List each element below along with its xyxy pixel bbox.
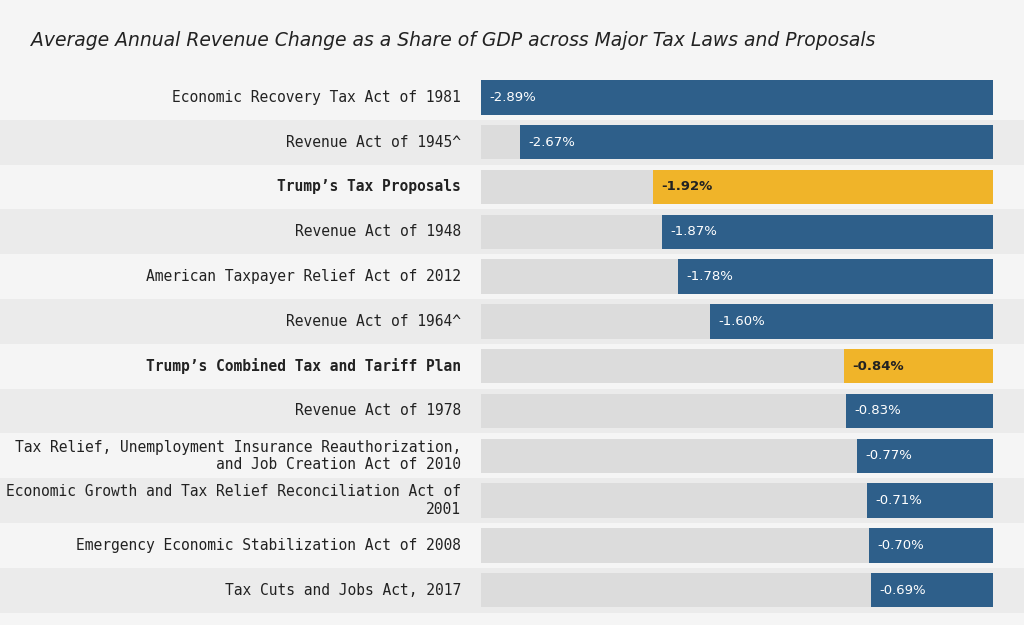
Text: -0.77%: -0.77% <box>865 449 912 462</box>
Bar <box>481 528 993 562</box>
Text: Trump’s Tax Proposals: Trump’s Tax Proposals <box>278 179 461 194</box>
Bar <box>481 259 993 294</box>
Text: -0.70%: -0.70% <box>878 539 925 552</box>
Bar <box>481 80 993 114</box>
Bar <box>0 299 1024 344</box>
Text: Revenue Act of 1964^: Revenue Act of 1964^ <box>286 314 461 329</box>
Bar <box>520 125 993 159</box>
Text: Revenue Act of 1945^: Revenue Act of 1945^ <box>286 134 461 149</box>
Bar <box>678 259 993 294</box>
Text: -0.83%: -0.83% <box>854 404 901 418</box>
Text: Tax Cuts and Jobs Act, 2017: Tax Cuts and Jobs Act, 2017 <box>224 582 461 598</box>
Bar <box>481 573 993 608</box>
Bar <box>653 170 993 204</box>
Bar <box>0 433 1024 478</box>
Text: -1.92%: -1.92% <box>662 181 713 194</box>
Bar <box>0 389 1024 433</box>
Bar <box>710 304 993 339</box>
Bar <box>481 214 993 249</box>
Text: American Taxpayer Relief Act of 2012: American Taxpayer Relief Act of 2012 <box>145 269 461 284</box>
Bar <box>0 164 1024 209</box>
Bar <box>0 568 1024 612</box>
Text: -0.71%: -0.71% <box>876 494 923 507</box>
Bar <box>0 75 1024 120</box>
Bar <box>481 125 993 159</box>
Bar <box>0 478 1024 523</box>
Text: Emergency Economic Stabilization Act of 2008: Emergency Economic Stabilization Act of … <box>76 538 461 553</box>
Text: -2.89%: -2.89% <box>489 91 537 104</box>
Bar <box>0 209 1024 254</box>
Bar <box>481 394 993 428</box>
Bar <box>481 439 993 473</box>
Bar <box>857 439 993 473</box>
Bar <box>0 254 1024 299</box>
Bar <box>481 483 993 518</box>
Bar <box>481 170 993 204</box>
Text: Tax Relief, Unemployment Insurance Reauthorization,
and Job Creation Act of 2010: Tax Relief, Unemployment Insurance Reaut… <box>14 439 461 472</box>
Text: -1.78%: -1.78% <box>686 270 733 283</box>
Text: Economic Growth and Tax Relief Reconciliation Act of
2001: Economic Growth and Tax Relief Reconcili… <box>6 484 461 517</box>
Bar <box>481 80 993 114</box>
Text: Average Annual Revenue Change as a Share of GDP across Major Tax Laws and Propos: Average Annual Revenue Change as a Share… <box>31 31 876 50</box>
Text: Trump’s Combined Tax and Tariff Plan: Trump’s Combined Tax and Tariff Plan <box>145 358 461 374</box>
Bar <box>846 394 993 428</box>
Bar <box>871 573 993 608</box>
Bar <box>869 528 993 562</box>
Bar <box>481 304 993 339</box>
Text: Economic Recovery Tax Act of 1981: Economic Recovery Tax Act of 1981 <box>172 90 461 105</box>
Bar <box>845 349 993 383</box>
Text: -0.84%: -0.84% <box>853 359 904 372</box>
Bar <box>0 120 1024 164</box>
Text: -2.67%: -2.67% <box>528 136 575 149</box>
Text: Revenue Act of 1978: Revenue Act of 1978 <box>295 404 461 419</box>
Text: Revenue Act of 1948: Revenue Act of 1948 <box>295 224 461 239</box>
Text: -1.60%: -1.60% <box>718 315 765 328</box>
Bar <box>867 483 993 518</box>
Bar <box>0 523 1024 568</box>
Bar <box>0 344 1024 389</box>
Bar <box>662 214 993 249</box>
Text: -0.69%: -0.69% <box>880 584 926 597</box>
Text: -1.87%: -1.87% <box>670 225 717 238</box>
Bar <box>481 349 993 383</box>
